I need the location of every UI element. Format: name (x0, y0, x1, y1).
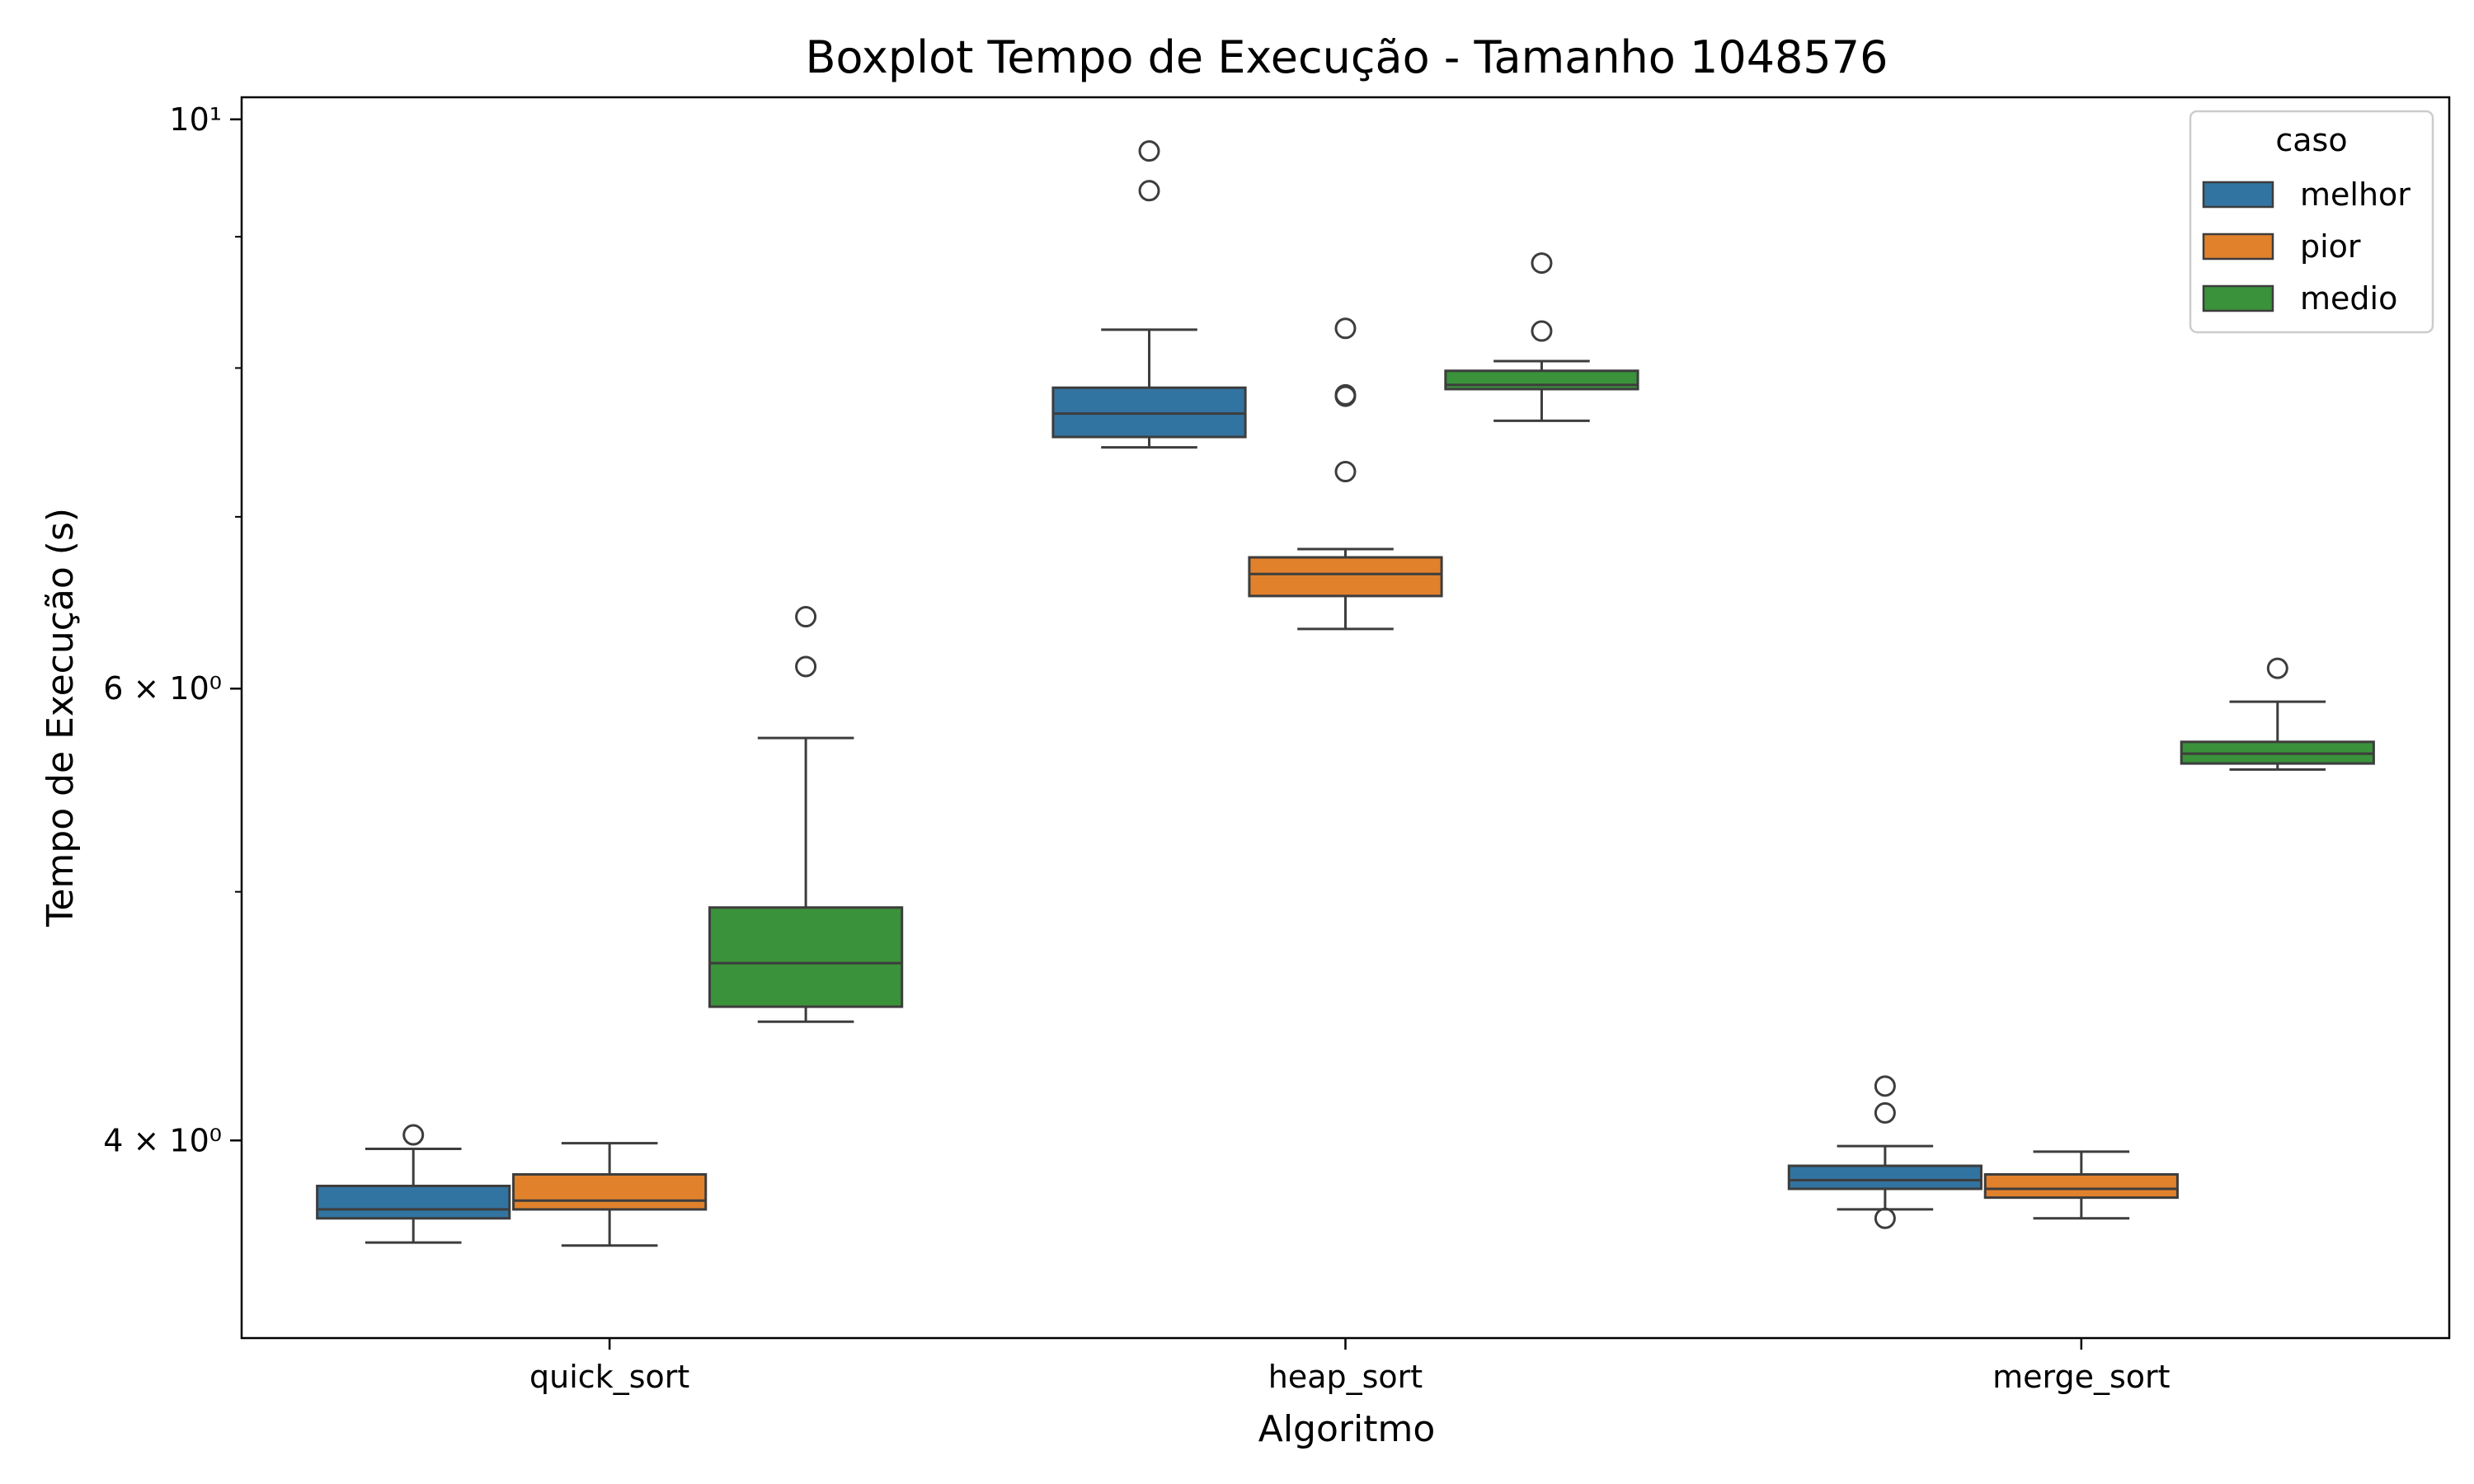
box-medio-quick_sort (708, 606, 904, 1023)
outlier-point (1138, 140, 1160, 162)
outlier-point (1334, 317, 1357, 340)
outlier-point (1334, 383, 1357, 406)
outlier-point (1334, 461, 1357, 483)
legend-title: caso (2275, 122, 2347, 158)
outlier-point (1138, 180, 1160, 202)
outlier-point (795, 655, 817, 678)
x-axis-label: Algoritmo (1258, 1408, 1436, 1450)
chart-title: Boxplot Tempo de Execução - Tamanho 1048… (806, 31, 1888, 83)
legend-label-medio: medio (2300, 280, 2397, 317)
box-melhor-quick_sort (316, 1124, 511, 1244)
outlier-point (1531, 320, 1553, 342)
box-pior-quick_sort (512, 1142, 708, 1247)
outlier-point (1874, 1075, 1896, 1097)
box-pior-heap_sort (1248, 317, 1443, 631)
legend-swatch-melhor (2202, 181, 2274, 209)
outlier-point (1874, 1101, 1896, 1124)
y-tick-label: 6 × 10⁰ (103, 670, 222, 707)
legend-label-pior: pior (2300, 228, 2361, 265)
box-iqr (1983, 1172, 2179, 1200)
outlier-point (795, 606, 817, 628)
legend-swatch-pior (2202, 232, 2274, 261)
box-medio-merge_sort (2180, 657, 2375, 771)
y-axis-label: Tempo de Execução (s) (40, 508, 82, 928)
x-tick-label: quick_sort (529, 1359, 689, 1395)
box-iqr (708, 906, 904, 1008)
box-iqr (316, 1184, 511, 1220)
y-tick-label: 4 × 10⁰ (103, 1122, 222, 1158)
legend-frame (2189, 110, 2434, 334)
x-tick-label: heap_sort (1268, 1359, 1423, 1395)
box-iqr (1444, 369, 1639, 391)
outlier-point (1531, 252, 1553, 275)
outlier-point (1874, 1207, 1896, 1229)
box-melhor-merge_sort (1787, 1075, 1982, 1229)
box-iqr (1787, 1164, 1982, 1190)
box-iqr (1248, 556, 1443, 598)
box-medio-heap_sort (1444, 252, 1639, 422)
legend-label-melhor: melhor (2300, 176, 2411, 213)
y-tick-label: 10¹ (169, 101, 222, 138)
outlier-point (2266, 657, 2288, 679)
box-iqr (512, 1172, 708, 1211)
box-pior-merge_sort (1983, 1150, 2179, 1220)
box-melhor-heap_sort (1051, 140, 1247, 449)
legend: caso melhor pior medio (2189, 110, 2434, 334)
legend-swatch-medio (2202, 284, 2274, 312)
x-tick-label: merge_sort (1992, 1359, 2170, 1395)
outlier-point (402, 1124, 425, 1146)
